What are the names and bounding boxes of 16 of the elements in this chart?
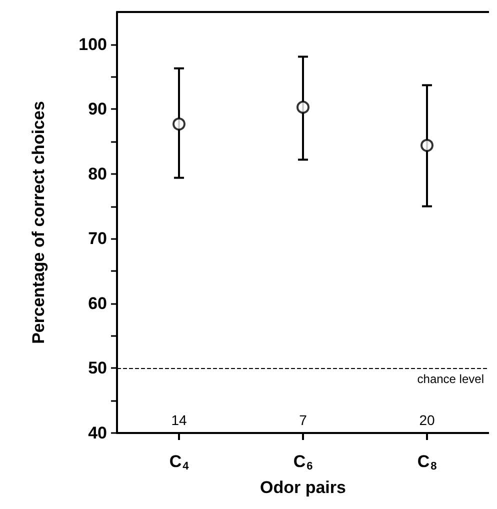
y-tick-label: 70	[88, 229, 107, 248]
ref-line-label: chance level	[417, 372, 484, 386]
x-axis-title: Odor pairs	[260, 478, 346, 497]
point	[172, 118, 186, 131]
y-tick-label: 50	[88, 358, 107, 378]
annotation: 20	[419, 412, 435, 428]
y-axis-title: Percentage of correct choices	[29, 101, 48, 344]
annotation: 7	[299, 412, 308, 428]
y-tick-label: 90	[88, 100, 107, 119]
y-tick-label: 60	[88, 294, 107, 313]
point	[420, 138, 434, 152]
y-tick-label: 80	[88, 164, 107, 184]
y-tick-label: 40	[88, 424, 107, 442]
point	[296, 100, 310, 114]
y-tick-label: 100	[78, 34, 107, 54]
annotation: 14	[171, 412, 187, 428]
